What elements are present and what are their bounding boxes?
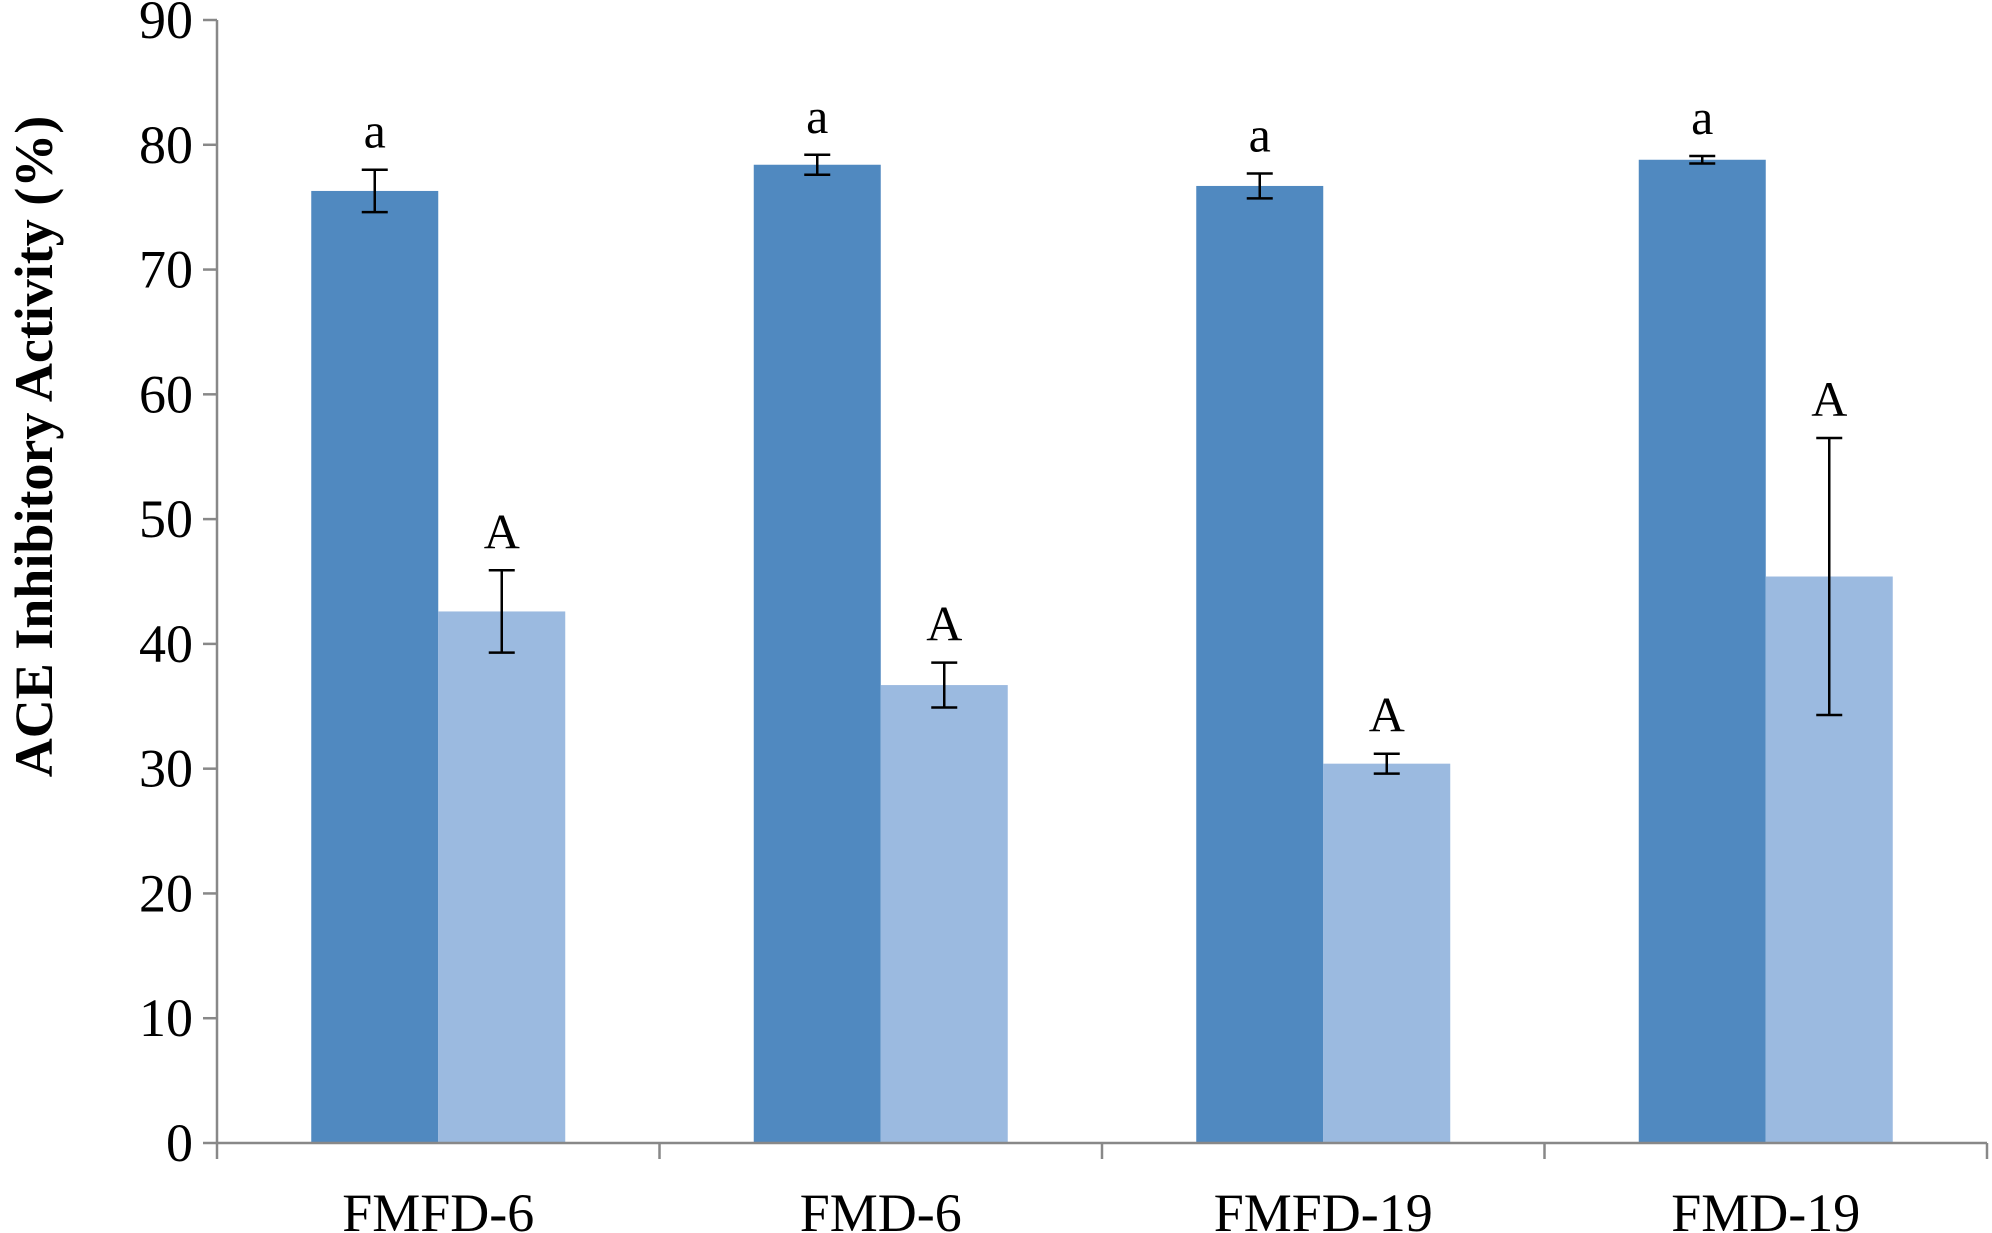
bar	[880, 685, 1008, 1143]
bar	[438, 611, 566, 1143]
bar	[1638, 159, 1766, 1144]
y-tick-label: 20	[139, 863, 193, 923]
y-ticks-layer: 0 10 20 30 40 50 60 70 80 90	[139, 0, 217, 1173]
significance-label: A	[1369, 687, 1405, 743]
significance-labels-layer: a a a a A A A A	[364, 88, 1848, 743]
significance-label: a	[1249, 106, 1271, 162]
y-tick-label: 30	[139, 739, 193, 799]
x-category-label: FMD-6	[800, 1183, 962, 1233]
significance-label: a	[364, 103, 386, 159]
y-tick-label: 90	[139, 0, 193, 50]
significance-label: A	[484, 503, 520, 559]
x-ticks-layer: FMFD-6 FMD-6 FMFD-19 FMD-19	[215, 1143, 1989, 1233]
x-category-label: FMFD-6	[342, 1183, 534, 1233]
y-tick-label: 80	[139, 115, 193, 175]
x-category-label: FMFD-19	[1214, 1183, 1433, 1233]
y-tick-label: 0	[166, 1113, 193, 1173]
significance-label: a	[806, 88, 828, 144]
y-tick-label: 50	[139, 489, 193, 549]
error-bars-layer	[361, 153, 1843, 775]
y-tick-label: 70	[139, 240, 193, 300]
y-tick-label: 60	[139, 364, 193, 424]
bar	[1196, 185, 1324, 1143]
bar	[311, 190, 439, 1143]
bar	[1323, 763, 1451, 1143]
y-tick-label: 40	[139, 614, 193, 674]
y-tick-label: 10	[139, 988, 193, 1048]
y-axis-title: ACE Inhibitory Activity (%)	[4, 116, 64, 778]
bar	[753, 164, 881, 1144]
x-category-label: FMD-19	[1671, 1183, 1860, 1233]
significance-label: A	[1811, 371, 1847, 427]
bars-layer	[311, 159, 1893, 1144]
significance-label: a	[1691, 89, 1713, 145]
significance-label: A	[926, 596, 962, 652]
